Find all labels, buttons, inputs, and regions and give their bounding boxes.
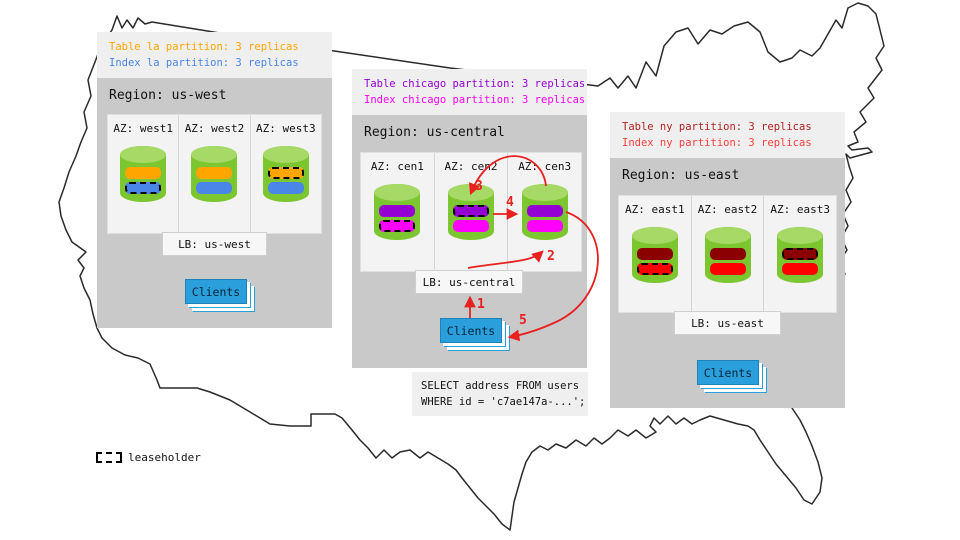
region-title-us-east: Region: us-east [622, 168, 740, 183]
az-label: AZ: east3 [770, 203, 830, 216]
db-node-cylinder [191, 146, 238, 202]
db-node-cylinder [777, 227, 824, 283]
callout-line-index-ny: Index ny partition: 3 replicas [622, 137, 812, 150]
table-replica-bar [267, 167, 304, 179]
table-replica-bar [196, 167, 233, 179]
az-west2: AZ: west2 [179, 115, 251, 233]
az-label: AZ: west2 [184, 122, 245, 135]
az-container-us-west: AZ: west1 AZ: west2 [107, 114, 322, 234]
callout-line-index-la: Index la partition: 3 replicas [109, 57, 299, 70]
table-replica-bar [453, 205, 489, 217]
arrow-step-5: 5 [519, 313, 527, 328]
region-us-west: Region: us-west AZ: west1 AZ: west2 [97, 78, 332, 328]
index-replica-bar [196, 182, 233, 194]
az-label: AZ: east2 [697, 203, 758, 216]
index-replica-bar [709, 263, 746, 275]
callout-line-table-chicago: Table chicago partition: 3 replicas [364, 78, 586, 90]
az-west3: AZ: west3 [251, 115, 321, 233]
cylinder-top [521, 184, 568, 201]
callout-line-index-chicago: Index chicago partition: 3 replicas [364, 94, 586, 107]
arrow-step-3: 3 [475, 179, 483, 194]
index-replica-bar [125, 182, 162, 194]
leaseholder-dashed-swatch [96, 452, 122, 463]
az-west1: AZ: west1 [108, 115, 180, 233]
az-label: AZ: cen2 [444, 160, 498, 173]
table-replica-bar [125, 167, 162, 179]
table-replica-bar [526, 205, 563, 217]
cylinder-top [374, 184, 421, 201]
az-cen2: AZ: cen2 [435, 153, 509, 271]
sql-query-box: SELECT address FROM users WHERE id = 'c7… [412, 372, 588, 416]
az-container-us-east: AZ: east1 AZ: east2 [618, 195, 837, 313]
cylinder-top [120, 146, 167, 163]
az-cen3: AZ: cen3 [508, 153, 581, 271]
index-replica-bar [636, 263, 673, 275]
callout-line-table-ny: Table ny partition: 3 replicas [622, 121, 812, 133]
az-label: AZ: cen1 [370, 160, 424, 173]
az-east2: AZ: east2 [692, 196, 765, 312]
index-replica-bar [526, 220, 563, 232]
callout-chicago-partitions: Table chicago partition: 3 replicas Inde… [352, 69, 587, 115]
cylinder-top [704, 227, 751, 244]
index-replica-bar [782, 263, 819, 275]
callout-la-partitions: Table la partition: 3 replicas Index la … [97, 32, 332, 78]
index-replica-bar [379, 220, 416, 232]
clients-us-east: Clients [697, 360, 759, 385]
index-replica-bar [267, 182, 304, 194]
load-balancer-us-west: LB: us-west [162, 232, 267, 256]
az-east3: AZ: east3 [764, 196, 836, 312]
cylinder-top [777, 227, 824, 244]
region-title-us-west: Region: us-west [109, 88, 227, 103]
db-node-cylinder [262, 146, 309, 202]
az-label: AZ: cen3 [518, 160, 572, 173]
table-replica-bar [782, 248, 819, 260]
table-replica-bar [709, 248, 746, 260]
index-replica-bar [453, 220, 489, 232]
leaseholder-legend-label: leaseholder [128, 451, 201, 464]
db-node-cylinder [448, 184, 494, 240]
load-balancer-us-east: LB: us-east [674, 311, 781, 335]
sql-line-1: SELECT address FROM users [421, 380, 580, 392]
db-node-cylinder [374, 184, 421, 240]
db-node-cylinder [120, 146, 167, 202]
arrow-step-4: 4 [506, 195, 514, 210]
leaseholder-legend: leaseholder [96, 451, 201, 464]
az-east1: AZ: east1 [619, 196, 692, 312]
table-replica-bar [636, 248, 673, 260]
db-node-cylinder [704, 227, 751, 283]
load-balancer-us-central: LB: us-central [415, 270, 523, 294]
az-cen1: AZ: cen1 [361, 153, 435, 271]
region-us-east: Region: us-east AZ: east1 AZ: east2 [610, 158, 845, 408]
clients-us-west: Clients [185, 279, 247, 304]
arrow-step-2: 2 [547, 249, 555, 264]
cylinder-top [448, 184, 494, 201]
az-label: AZ: west1 [113, 122, 173, 135]
az-label: AZ: east1 [625, 203, 685, 216]
callout-line-table-la: Table la partition: 3 replicas [109, 41, 299, 53]
sql-line-2: WHERE id = 'c7ae147a-...'; [421, 395, 586, 408]
arrow-step-1: 1 [477, 297, 485, 312]
table-replica-bar [379, 205, 416, 217]
region-title-us-central: Region: us-central [364, 125, 505, 140]
callout-ny-partitions: Table ny partition: 3 replicas Index ny … [610, 112, 845, 158]
clients-us-central: Clients [440, 318, 502, 343]
db-node-cylinder [631, 227, 678, 283]
az-label: AZ: west3 [256, 122, 316, 135]
region-us-central: Region: us-central AZ: cen1 AZ: cen2 [352, 115, 587, 368]
cylinder-top [631, 227, 678, 244]
cylinder-top [262, 146, 309, 163]
db-node-cylinder [521, 184, 568, 240]
